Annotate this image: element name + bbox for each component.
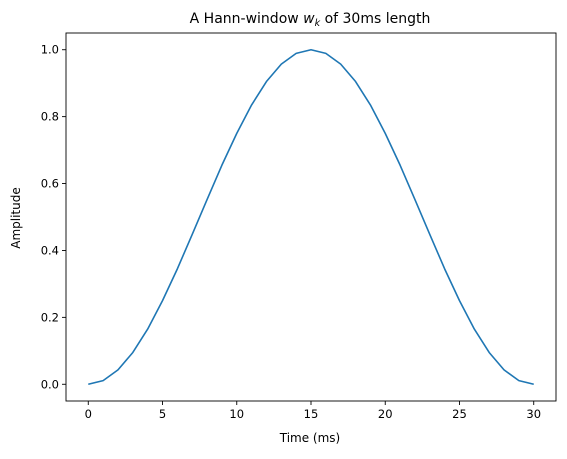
plot-area: 0 5 10 15 20 25 30 0.0 0.2 0.4 0.6 0.8 1.0	[41, 32, 557, 421]
x-tick-label: 25	[452, 407, 467, 421]
chart-title-suffix: of 30ms length	[320, 11, 430, 27]
chart-title: A Hann-window wk of 30ms length	[190, 11, 431, 29]
axes-frame	[65, 32, 557, 402]
y-tick-label: 0.8	[41, 110, 59, 124]
x-tick-label: 20	[378, 407, 393, 421]
x-tick-label: 0	[85, 407, 92, 421]
series-line-0	[88, 48, 534, 386]
chart-title-symbol: w	[303, 11, 315, 27]
y-axis-label: Amplitude	[9, 187, 23, 249]
x-tick-label: 5	[159, 407, 166, 421]
chart-title-subscript: k	[315, 18, 321, 29]
y-tick-label: 0.6	[41, 177, 59, 191]
x-tick-label: 30	[526, 407, 541, 421]
chart-title-prefix: A Hann-window	[190, 11, 304, 27]
y-tick-label: 0.0	[41, 377, 59, 391]
y-tick-label: 0.2	[41, 310, 59, 324]
x-tick-label: 10	[229, 407, 244, 421]
x-tick-label: 15	[304, 407, 319, 421]
x-axis-label: Time (ms)	[279, 431, 341, 445]
y-tick-label: 1.0	[41, 43, 59, 57]
y-tick-label: 0.4	[41, 243, 59, 257]
